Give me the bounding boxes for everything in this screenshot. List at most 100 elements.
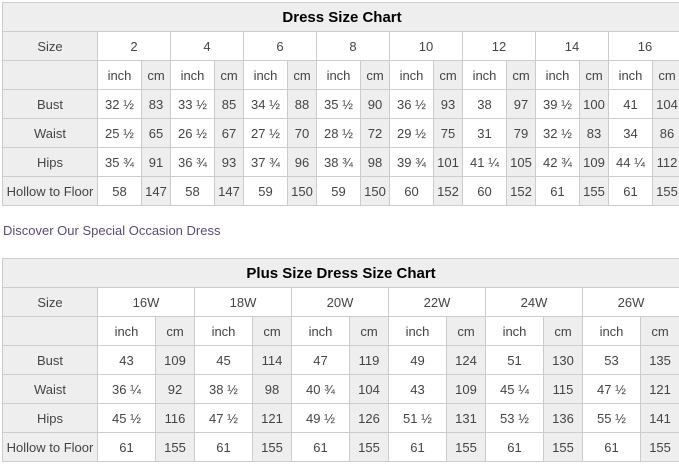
cm-value-cell: 155 (579, 176, 609, 206)
inch-value-cell: 60 (462, 176, 507, 206)
row-label: Waist (2, 118, 98, 148)
cm-value-cell: 109 (155, 345, 195, 375)
inch-value-cell: 58 (170, 176, 215, 206)
cm-value-cell: 147 (141, 176, 171, 206)
unit-cm-cell: cm (155, 316, 195, 346)
cm-value-cell: 126 (349, 403, 389, 433)
size-header-cell: 16W (97, 287, 195, 317)
cm-value-cell: 155 (543, 432, 583, 462)
row-label: Bust (2, 345, 98, 375)
size-header-cell: 4 (170, 31, 244, 61)
cm-value-cell: 119 (349, 345, 389, 375)
size-header-cell: 20W (291, 287, 389, 317)
row-label: Hollow to Floor (2, 176, 98, 206)
inch-value-cell: 38 ½ (194, 374, 253, 404)
inch-value-cell: 25 ½ (97, 118, 142, 148)
cm-value-cell: 98 (360, 147, 390, 177)
measurement-row: Waist 36 ¼ 92 38 ½ 98 40 ¾ 104 43 109 45 ¼ 115 47 ½… (2, 374, 679, 404)
unit-cm-cell: cm (252, 316, 292, 346)
row-label: Waist (2, 374, 98, 404)
unit-inch-cell: inch (462, 60, 507, 90)
inch-value-cell: 61 (388, 432, 447, 462)
unit-cm-cell: cm (579, 60, 609, 90)
size-header-cell: 12 (462, 31, 536, 61)
cm-value-cell: 121 (639, 374, 679, 404)
inch-value-cell: 55 ½ (582, 403, 641, 433)
inch-value-cell: 28 ½ (316, 118, 361, 148)
inch-value-cell: 47 ½ (194, 403, 253, 433)
cm-value-cell: 155 (651, 176, 679, 206)
inch-value-cell: 60 (389, 176, 434, 206)
inch-value-cell: 47 (291, 345, 350, 375)
inch-value-cell: 41 (608, 89, 653, 119)
inch-value-cell: 40 ¾ (291, 374, 350, 404)
unit-inch-cell: inch (485, 316, 544, 346)
inch-value-cell: 39 ¾ (389, 147, 434, 177)
cm-value-cell: 85 (214, 89, 244, 119)
cm-value-cell: 93 (214, 147, 244, 177)
cm-value-cell: 116 (155, 403, 195, 433)
cm-value-cell: 150 (287, 176, 317, 206)
cm-value-cell: 131 (446, 403, 486, 433)
cm-value-cell: 98 (252, 374, 292, 404)
size-header-cell: 8 (316, 31, 390, 61)
unit-cm-cell: cm (349, 316, 389, 346)
inch-value-cell: 61 (582, 432, 641, 462)
unit-cm-cell: cm (141, 60, 171, 90)
size-header-cell: 14 (535, 31, 609, 61)
inch-value-cell: 51 ½ (388, 403, 447, 433)
inch-value-cell: 36 ¾ (170, 147, 215, 177)
cm-value-cell: 67 (214, 118, 244, 148)
cm-value-cell: 97 (506, 89, 536, 119)
measurement-row: Waist 25 ½ 65 26 ½ 67 27 ½ 70 28 ½ 72 29 ½ 75 31 79 3… (2, 118, 679, 148)
inch-value-cell: 61 (485, 432, 544, 462)
unit-cm-cell: cm (543, 316, 583, 346)
unit-corner-cell (2, 316, 98, 346)
unit-inch-cell: inch (97, 316, 156, 346)
size-header-cell: 24W (485, 287, 583, 317)
measurement-row: Hollow to Floor 58 147 58 147 59 150 59 150 60 152… (2, 176, 679, 206)
inch-value-cell: 49 (388, 345, 447, 375)
inch-value-cell: 37 ¾ (243, 147, 288, 177)
inch-value-cell: 38 ¾ (316, 147, 361, 177)
unit-cm-cell: cm (287, 60, 317, 90)
inch-value-cell: 45 ½ (97, 403, 156, 433)
unit-cm-cell: cm (433, 60, 463, 90)
unit-inch-cell: inch (97, 60, 142, 90)
inch-value-cell: 33 ½ (170, 89, 215, 119)
unit-cm-cell: cm (506, 60, 536, 90)
cm-value-cell: 150 (360, 176, 390, 206)
cm-value-cell: 155 (639, 432, 679, 462)
unit-inch-cell: inch (194, 316, 253, 346)
cm-value-cell: 155 (252, 432, 292, 462)
cm-value-cell: 92 (155, 374, 195, 404)
inch-value-cell: 39 ½ (535, 89, 580, 119)
inch-value-cell: 61 (608, 176, 653, 206)
inch-value-cell: 47 ½ (582, 374, 641, 404)
cm-value-cell: 130 (543, 345, 583, 375)
unit-inch-cell: inch (389, 60, 434, 90)
inch-value-cell: 34 ½ (243, 89, 288, 119)
unit-inch-cell: inch (535, 60, 580, 90)
cm-value-cell: 93 (433, 89, 463, 119)
inch-value-cell: 36 ½ (389, 89, 434, 119)
inch-value-cell: 61 (194, 432, 253, 462)
cm-value-cell: 86 (651, 118, 679, 148)
inch-value-cell: 61 (535, 176, 580, 206)
cm-value-cell: 70 (287, 118, 317, 148)
inch-value-cell: 58 (97, 176, 142, 206)
cm-value-cell: 101 (433, 147, 463, 177)
cm-value-cell: 141 (639, 403, 679, 433)
cm-value-cell: 109 (579, 147, 609, 177)
inch-value-cell: 38 (462, 89, 507, 119)
special-occasion-dress-link[interactable]: Discover Our Special Occasion Dress (3, 223, 221, 238)
cm-value-cell: 105 (506, 147, 536, 177)
size-header-cell: 2 (97, 31, 171, 61)
measurement-row: Hips 45 ½ 116 47 ½ 121 49 ½ 126 51 ½ 131 53 ½ 136 5… (2, 403, 679, 433)
inch-value-cell: 61 (97, 432, 156, 462)
cm-value-cell: 88 (287, 89, 317, 119)
inch-value-cell: 31 (462, 118, 507, 148)
inch-value-cell: 42 ¾ (535, 147, 580, 177)
